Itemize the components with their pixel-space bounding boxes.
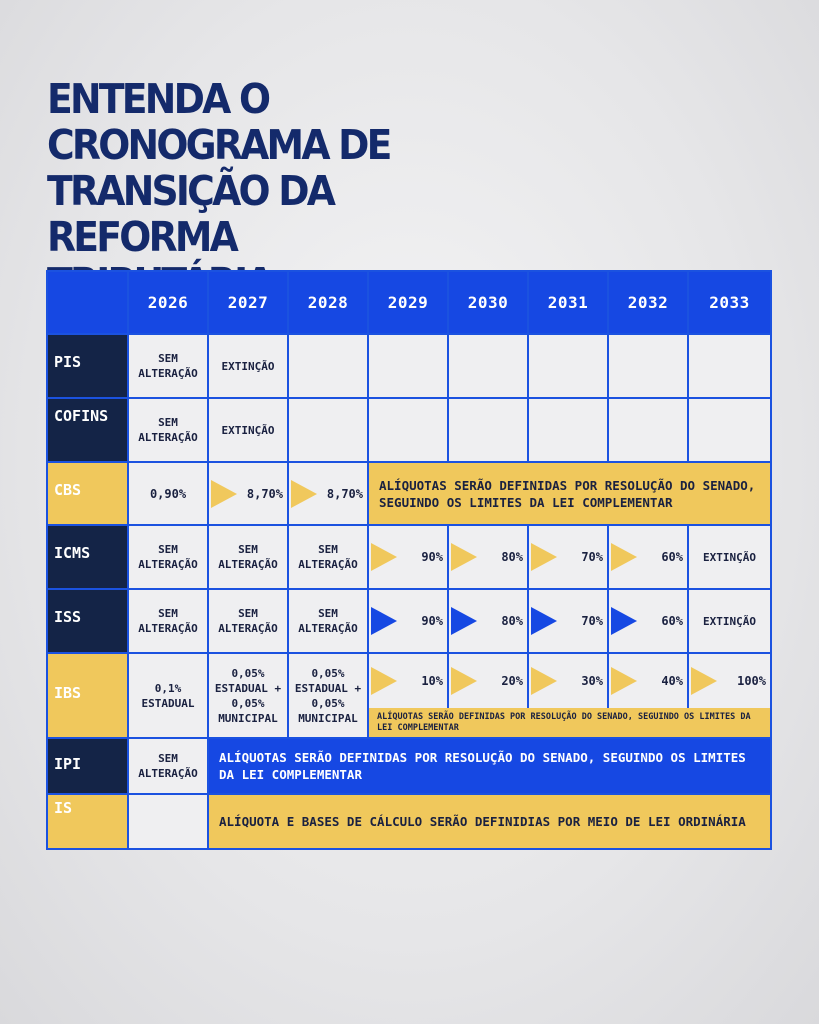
row-label-is: IS <box>48 795 127 848</box>
year-2026: 2026 <box>129 272 207 333</box>
ibs-2030: 20% <box>449 654 527 708</box>
iss-2030: 80% <box>449 590 527 652</box>
ibs-2026: 0,1% ESTADUAL <box>129 654 207 737</box>
ibs-2029: 10% <box>369 654 447 708</box>
cbs-2027-value: 8,70% <box>246 486 283 501</box>
icms-2028: SEM ALTERAÇÃO <box>289 526 367 588</box>
cbs-senate-note: ALÍQUOTAS SERÃO DEFINIDAS POR RESOLUÇÃO … <box>369 463 770 524</box>
year-2027: 2027 <box>209 272 287 333</box>
ibs-2032: 40% <box>609 654 687 708</box>
arrow-icon <box>371 607 397 635</box>
transition-schedule-table: 2026 2027 2028 2029 2030 2031 2032 2033 … <box>46 270 772 850</box>
icms-2031-value: 70% <box>581 550 603 564</box>
cofins-2029 <box>369 399 447 461</box>
cofins-2028 <box>289 399 367 461</box>
ipi-senate-note: ALÍQUOTAS SERÃO DEFINIDAS POR RESOLUÇÃO … <box>209 739 770 793</box>
icms-2029: 90% <box>369 526 447 588</box>
pis-2030 <box>449 335 527 397</box>
cbs-2027: 8,70% <box>209 463 287 524</box>
ibs-2027: 0,05% ESTADUAL + 0,05% MUNICIPAL <box>209 654 287 737</box>
row-label-cbs: CBS <box>48 463 127 524</box>
cofins-2030 <box>449 399 527 461</box>
header-corner <box>48 272 127 333</box>
arrow-icon <box>211 480 237 508</box>
ibs-2031-value: 30% <box>581 674 603 688</box>
cbs-2028: 8,70% <box>289 463 367 524</box>
arrow-icon <box>531 543 557 571</box>
cofins-2032 <box>609 399 687 461</box>
ibs-2030-value: 20% <box>501 674 523 688</box>
arrow-icon <box>371 543 397 571</box>
year-2031: 2031 <box>529 272 607 333</box>
pis-2032 <box>609 335 687 397</box>
title-line-2: TRANSIÇÃO DA REFORMA <box>47 167 336 261</box>
arrow-icon <box>291 480 317 508</box>
icms-2033: EXTINÇÃO <box>689 526 770 588</box>
row-label-pis: PIS <box>48 335 127 397</box>
row-label-cofins: COFINS <box>48 399 127 461</box>
cbs-2026: 0,90% <box>129 463 207 524</box>
iss-2029: 90% <box>369 590 447 652</box>
iss-2027: SEM ALTERAÇÃO <box>209 590 287 652</box>
ibs-2033: 100% <box>689 654 770 708</box>
pis-2033 <box>689 335 770 397</box>
ipi-2026: SEM ALTERAÇÃO <box>129 739 207 793</box>
arrow-icon <box>691 667 717 695</box>
ibs-2033-value: 100% <box>737 674 766 688</box>
arrow-icon <box>451 607 477 635</box>
pis-2029 <box>369 335 447 397</box>
iss-2032-value: 60% <box>661 614 683 628</box>
ibs-2029-value: 10% <box>421 674 443 688</box>
icms-2029-value: 90% <box>421 550 443 564</box>
icms-2031: 70% <box>529 526 607 588</box>
iss-2033: EXTINÇÃO <box>689 590 770 652</box>
arrow-icon <box>451 543 477 571</box>
is-2026 <box>129 795 207 848</box>
cbs-2028-value: 8,70% <box>326 486 363 501</box>
title-line-1: ENTENDA O CRONOGRAMA DE <box>47 75 392 169</box>
cofins-2033 <box>689 399 770 461</box>
row-label-iss: ISS <box>48 590 127 652</box>
year-2028: 2028 <box>289 272 367 333</box>
is-ordinary-law-note: ALÍQUOTA E BASES DE CÁLCULO SERÃO DEFINI… <box>209 795 770 848</box>
icms-2027: SEM ALTERAÇÃO <box>209 526 287 588</box>
pis-2027: EXTINÇÃO <box>209 335 287 397</box>
icms-2030: 80% <box>449 526 527 588</box>
icms-2030-value: 80% <box>501 550 523 564</box>
iss-2032: 60% <box>609 590 687 652</box>
pis-2028 <box>289 335 367 397</box>
icms-2026: SEM ALTERAÇÃO <box>129 526 207 588</box>
arrow-icon <box>371 667 397 695</box>
arrow-icon <box>611 667 637 695</box>
cofins-2031 <box>529 399 607 461</box>
ibs-2031: 30% <box>529 654 607 708</box>
pis-2031 <box>529 335 607 397</box>
ibs-senate-note: ALÍQUOTAS SERÃO DEFINIDAS POR RESOLUÇÃO … <box>369 708 770 737</box>
cofins-2026: SEM ALTERAÇÃO <box>129 399 207 461</box>
row-label-ipi: IPI <box>48 739 127 793</box>
year-2029: 2029 <box>369 272 447 333</box>
arrow-icon <box>611 543 637 571</box>
icms-2032-value: 60% <box>661 550 683 564</box>
iss-2028: SEM ALTERAÇÃO <box>289 590 367 652</box>
icms-2032: 60% <box>609 526 687 588</box>
row-label-icms: ICMS <box>48 526 127 588</box>
iss-2029-value: 90% <box>421 614 443 628</box>
row-label-ibs: IBS <box>48 654 127 737</box>
year-2033: 2033 <box>689 272 770 333</box>
year-2032: 2032 <box>609 272 687 333</box>
cofins-2027: EXTINÇÃO <box>209 399 287 461</box>
iss-2031-value: 70% <box>581 614 603 628</box>
ibs-2032-value: 40% <box>661 674 683 688</box>
arrow-icon <box>531 607 557 635</box>
iss-2031: 70% <box>529 590 607 652</box>
pis-2026: SEM ALTERAÇÃO <box>129 335 207 397</box>
iss-2030-value: 80% <box>501 614 523 628</box>
iss-2026: SEM ALTERAÇÃO <box>129 590 207 652</box>
year-2030: 2030 <box>449 272 527 333</box>
arrow-icon <box>451 667 477 695</box>
arrow-icon <box>531 667 557 695</box>
arrow-icon <box>611 607 637 635</box>
ibs-2028: 0,05% ESTADUAL + 0,05% MUNICIPAL <box>289 654 367 737</box>
